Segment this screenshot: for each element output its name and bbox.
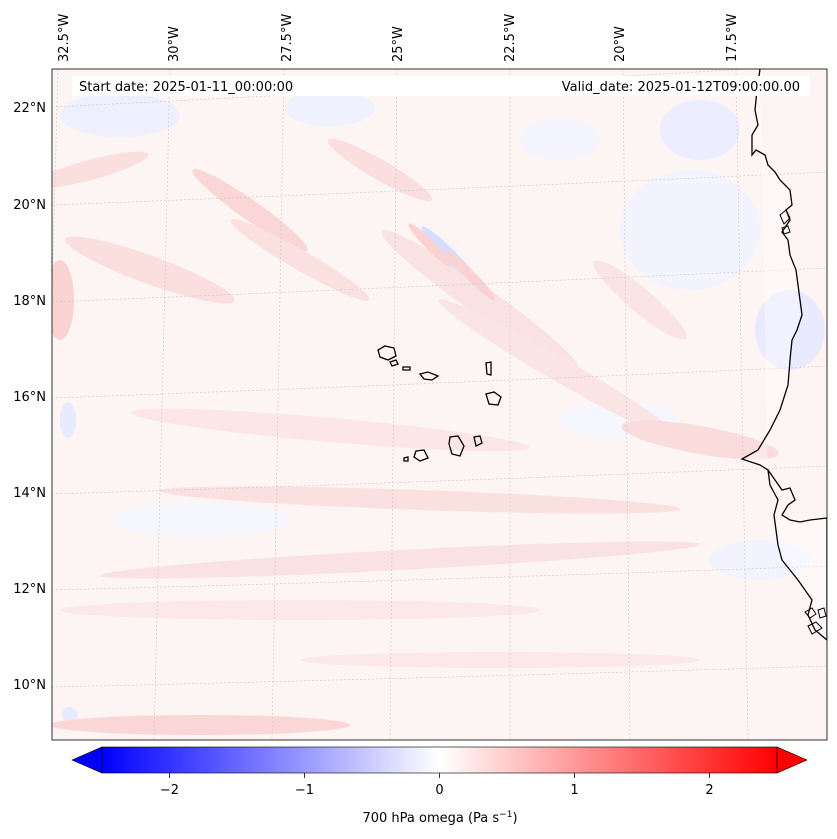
colorbar-extend-low [71, 746, 103, 774]
colorbar-extend-high [776, 746, 808, 774]
lat-label: 20°N [13, 198, 46, 213]
longitude-labels: 32.5°W 30°W 27.5°W 25°W 22.5°W 20°W 17.5… [57, 14, 740, 62]
map-frame [51, 68, 828, 741]
lat-label: 12°N [13, 582, 46, 597]
lon-label: 20°W [613, 26, 628, 62]
lat-label: 22°N [13, 101, 46, 116]
lon-label: 32.5°W [57, 14, 72, 62]
info-box [72, 76, 810, 96]
lon-label: 27.5°W [280, 14, 295, 62]
colorbar-tick-label: −1 [295, 783, 314, 798]
colorbar-tick-label: −2 [160, 783, 179, 798]
lon-label: 30°W [167, 26, 182, 62]
colorbar-tick-label: 1 [570, 783, 578, 798]
lat-label: 10°N [13, 678, 46, 693]
colorbar-gradient [101, 746, 778, 774]
lat-label: 14°N [13, 486, 46, 501]
cape-verde-islands [377, 345, 502, 462]
valid-date-text: Valid_date: 2025-01-12T09:00:00.00 [562, 80, 800, 95]
lon-label: 17.5°W [725, 14, 740, 62]
colorbar-tick-label: 2 [705, 783, 713, 798]
omega-field [52, 69, 827, 740]
lon-label: 25°W [391, 26, 406, 62]
lat-label: 18°N [13, 294, 46, 309]
colorbar: −2 −1 0 1 2 700 hPa omega (Pa s−1) [71, 746, 808, 826]
colorbar-tick-label: 0 [435, 783, 443, 798]
lat-label: 16°N [13, 390, 46, 405]
africa-coastline [740, 69, 827, 641]
colorbar-ticks: −2 −1 0 1 2 [160, 773, 714, 798]
lon-label: 22.5°W [503, 14, 518, 62]
colorbar-label: 700 hPa omega (Pa s−1) [362, 810, 517, 826]
start-date-text: Start date: 2025-01-11_00:00:00 [79, 80, 293, 95]
latitude-labels: 22°N 20°N 18°N 16°N 14°N 12°N 10°N [13, 101, 46, 693]
